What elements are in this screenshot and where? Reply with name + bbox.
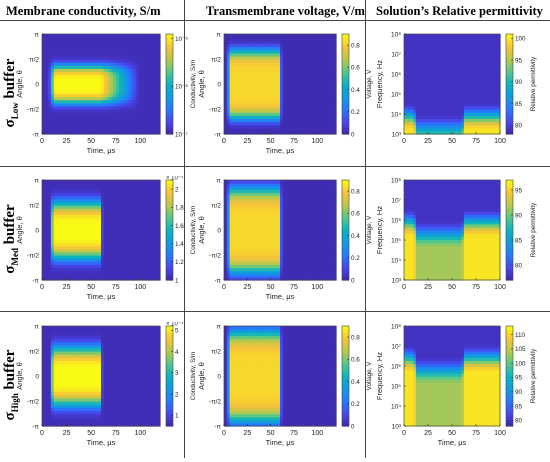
- y-tick-label: 10⁴: [391, 112, 401, 119]
- colorbar-tick-label: 95: [515, 57, 523, 64]
- x-tick-label: 100: [134, 138, 146, 145]
- colorbar-label: Voltage, V: [366, 69, 373, 99]
- column-header-permittivity: Solution’s Relative permittivity: [376, 4, 543, 19]
- x-tick-label: 25: [424, 138, 432, 145]
- y-tick-label: -π/2: [27, 107, 39, 114]
- x-axis-label: Time, μs: [266, 146, 295, 155]
- colorbar-segment: [506, 34, 513, 38]
- colorbar-tick-label: 10⁻⁵: [175, 36, 188, 43]
- y-axis-label: Angle, θ: [197, 70, 206, 98]
- x-tick-label: 25: [243, 138, 251, 145]
- x-tick-label: 50: [87, 138, 95, 145]
- colorbar-tick-label: 0.8: [351, 42, 360, 49]
- colorbar-tick-label: 100: [515, 36, 526, 43]
- y-tick-label: π/2: [211, 57, 221, 64]
- y-tick-label: 0: [217, 82, 221, 89]
- colorbar-tick-label: 10⁻⁶: [175, 84, 188, 91]
- heatmap-panel-2: 0 25 50 75 100 Time, μs -π -π/2 0 π/2 π Angle, θ 0 0.…: [196, 30, 378, 170]
- column-header-conductivity: Membrane conductivity, S/m: [6, 4, 161, 19]
- y-tick-label: 0: [35, 82, 39, 89]
- x-tick-label: 0: [40, 138, 44, 145]
- colorbar-label: Relative permittivity: [530, 56, 537, 111]
- column-header-voltage: Transmembrane voltage, V/m: [206, 4, 365, 19]
- colorbar-segment: [342, 34, 349, 38]
- colorbar-tick-label: 80: [515, 123, 523, 130]
- colorbar-segment: [166, 34, 173, 38]
- heatmap-panel-3: 0 25 50 75 100 10³ 10⁴ 10⁵ 10⁶ 10⁷ 10⁸ Frequency, H…: [376, 30, 548, 170]
- colorbar-tick-label: 0.4: [351, 87, 360, 94]
- row-divider: [0, 20, 550, 21]
- colorbar-tick-label: 90: [515, 79, 523, 86]
- y-tick-label: -π: [214, 132, 221, 139]
- y-tick-label: -π: [32, 132, 39, 139]
- x-tick-label: 50: [267, 138, 275, 145]
- colorbar-tick-label: 0: [351, 131, 355, 138]
- y-tick-label: π/2: [29, 57, 39, 64]
- y-tick-label: π: [35, 32, 40, 39]
- x-tick-label: 75: [472, 138, 480, 145]
- y-tick-label: 10³: [392, 132, 402, 139]
- y-tick-label: 10⁸: [391, 32, 401, 39]
- colorbar-tick-label: 10⁻⁷: [175, 131, 188, 138]
- y-tick-label: 10⁶: [391, 72, 401, 79]
- y-tick-label: π: [217, 32, 222, 39]
- y-axis-label: Angle, θ: [15, 70, 24, 98]
- y-axis-label: Frequency, Hz: [376, 60, 384, 108]
- x-tick-label: 75: [112, 138, 120, 145]
- colorbar-tick-label: 0.6: [351, 65, 360, 72]
- x-tick-label: 75: [290, 138, 298, 145]
- heatmap-panel-1: 0 25 50 75 100 Time, μs -π -π/2 0 π/2 π Angle, θ 10⁻…: [14, 30, 196, 170]
- y-tick-label: 10⁷: [391, 52, 401, 59]
- x-tick-label: 100: [311, 138, 323, 145]
- y-tick-label: -π/2: [209, 107, 221, 114]
- x-axis-label: Time, μs: [87, 146, 116, 155]
- colorbar-tick-label: 0.2: [351, 109, 360, 116]
- x-tick-label: 100: [494, 138, 506, 145]
- x-tick-label: 0: [222, 138, 226, 145]
- colorbar-tick-label: 85: [515, 101, 523, 108]
- x-tick-label: 0: [402, 138, 406, 145]
- y-tick-label: 10⁵: [391, 92, 401, 99]
- x-tick-label: 50: [448, 138, 456, 145]
- x-tick-label: 25: [63, 138, 71, 145]
